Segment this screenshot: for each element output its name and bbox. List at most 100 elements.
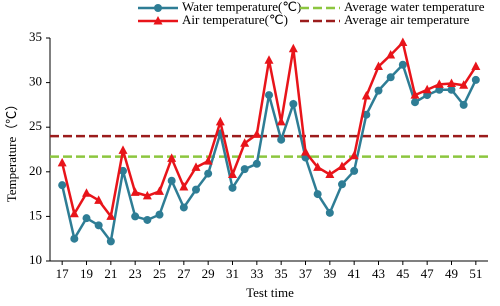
point [204,169,213,178]
point [252,159,261,168]
y-tick-label: 35 [29,29,42,44]
point [362,110,371,119]
point [94,221,103,230]
point [57,157,67,167]
x-tick-label: 49 [445,266,458,281]
point [386,73,395,82]
point [119,166,127,175]
x-tick-label: 43 [372,266,385,281]
point [471,75,480,84]
point [411,98,419,107]
legend-label: Air temperature(℃) [182,12,288,27]
point [179,181,189,191]
legend-label: Average air temperature [344,12,470,27]
point [69,208,79,218]
x-axis-label: Test time [246,285,294,300]
x-tick-label: 47 [421,266,435,281]
point [240,138,250,147]
point [130,187,140,196]
point [131,212,140,221]
legend-label: Water temperature(℃) [182,0,301,14]
x-tick-label: 37 [299,266,313,281]
point [313,190,322,199]
x-tick-label: 19 [80,266,93,281]
point [277,135,286,144]
point [106,211,116,220]
series-line [60,39,477,220]
point [228,169,237,178]
point [398,60,407,69]
point [349,150,359,160]
point [276,116,286,126]
point [192,185,200,194]
point [106,237,115,246]
y-tick-label: 15 [29,207,42,222]
point [118,145,128,154]
x-tick-label: 41 [348,266,361,281]
point [459,80,469,89]
point [288,43,298,53]
point [374,61,383,71]
legend-marker [154,4,162,12]
x-tick-label: 35 [275,266,288,281]
legend-marker [153,16,163,25]
y-tick-label: 25 [29,118,42,133]
y-tick-label: 20 [29,163,42,178]
point [471,61,481,71]
point [143,215,152,224]
point [228,183,237,192]
point [191,162,201,171]
x-tick-label: 51 [469,266,482,281]
point [361,90,371,100]
x-tick-label: 45 [396,266,409,281]
point [398,37,408,46]
point [386,49,396,59]
x-tick-label: 39 [323,266,336,281]
point [447,85,456,94]
point [155,186,164,195]
point [94,195,104,204]
point [167,176,176,185]
point [215,116,225,126]
y-tick-label: 10 [29,252,42,267]
point [265,91,273,100]
x-tick-label: 29 [202,266,215,281]
y-tick-label: 30 [29,74,42,89]
legend-label: Average water temperature [344,0,485,14]
point [70,234,79,243]
point [179,203,188,212]
point [459,100,468,109]
point [82,214,91,223]
point [410,90,420,99]
point [338,180,346,189]
point [313,162,323,171]
point [325,208,334,217]
point [155,210,164,219]
x-tick-label: 23 [129,266,142,281]
point [167,153,177,162]
point [337,161,347,170]
y-axis-label: Temperature（℃） [4,98,19,203]
x-tick-label: 25 [153,266,166,281]
point [252,129,262,138]
point [374,86,383,95]
point [289,100,298,109]
x-tick-label: 33 [250,266,263,281]
point [58,181,67,190]
point [422,84,432,94]
point [82,188,91,197]
x-tick-label: 17 [56,266,70,281]
point [240,165,249,174]
x-tick-label: 27 [177,266,191,281]
point [325,169,335,178]
point [447,78,456,87]
x-tick-label: 31 [226,266,239,281]
point [350,166,359,175]
x-tick-label: 21 [104,266,117,281]
point [142,190,152,200]
point [264,55,274,64]
point [203,156,213,165]
point [434,79,444,88]
point [301,147,310,156]
